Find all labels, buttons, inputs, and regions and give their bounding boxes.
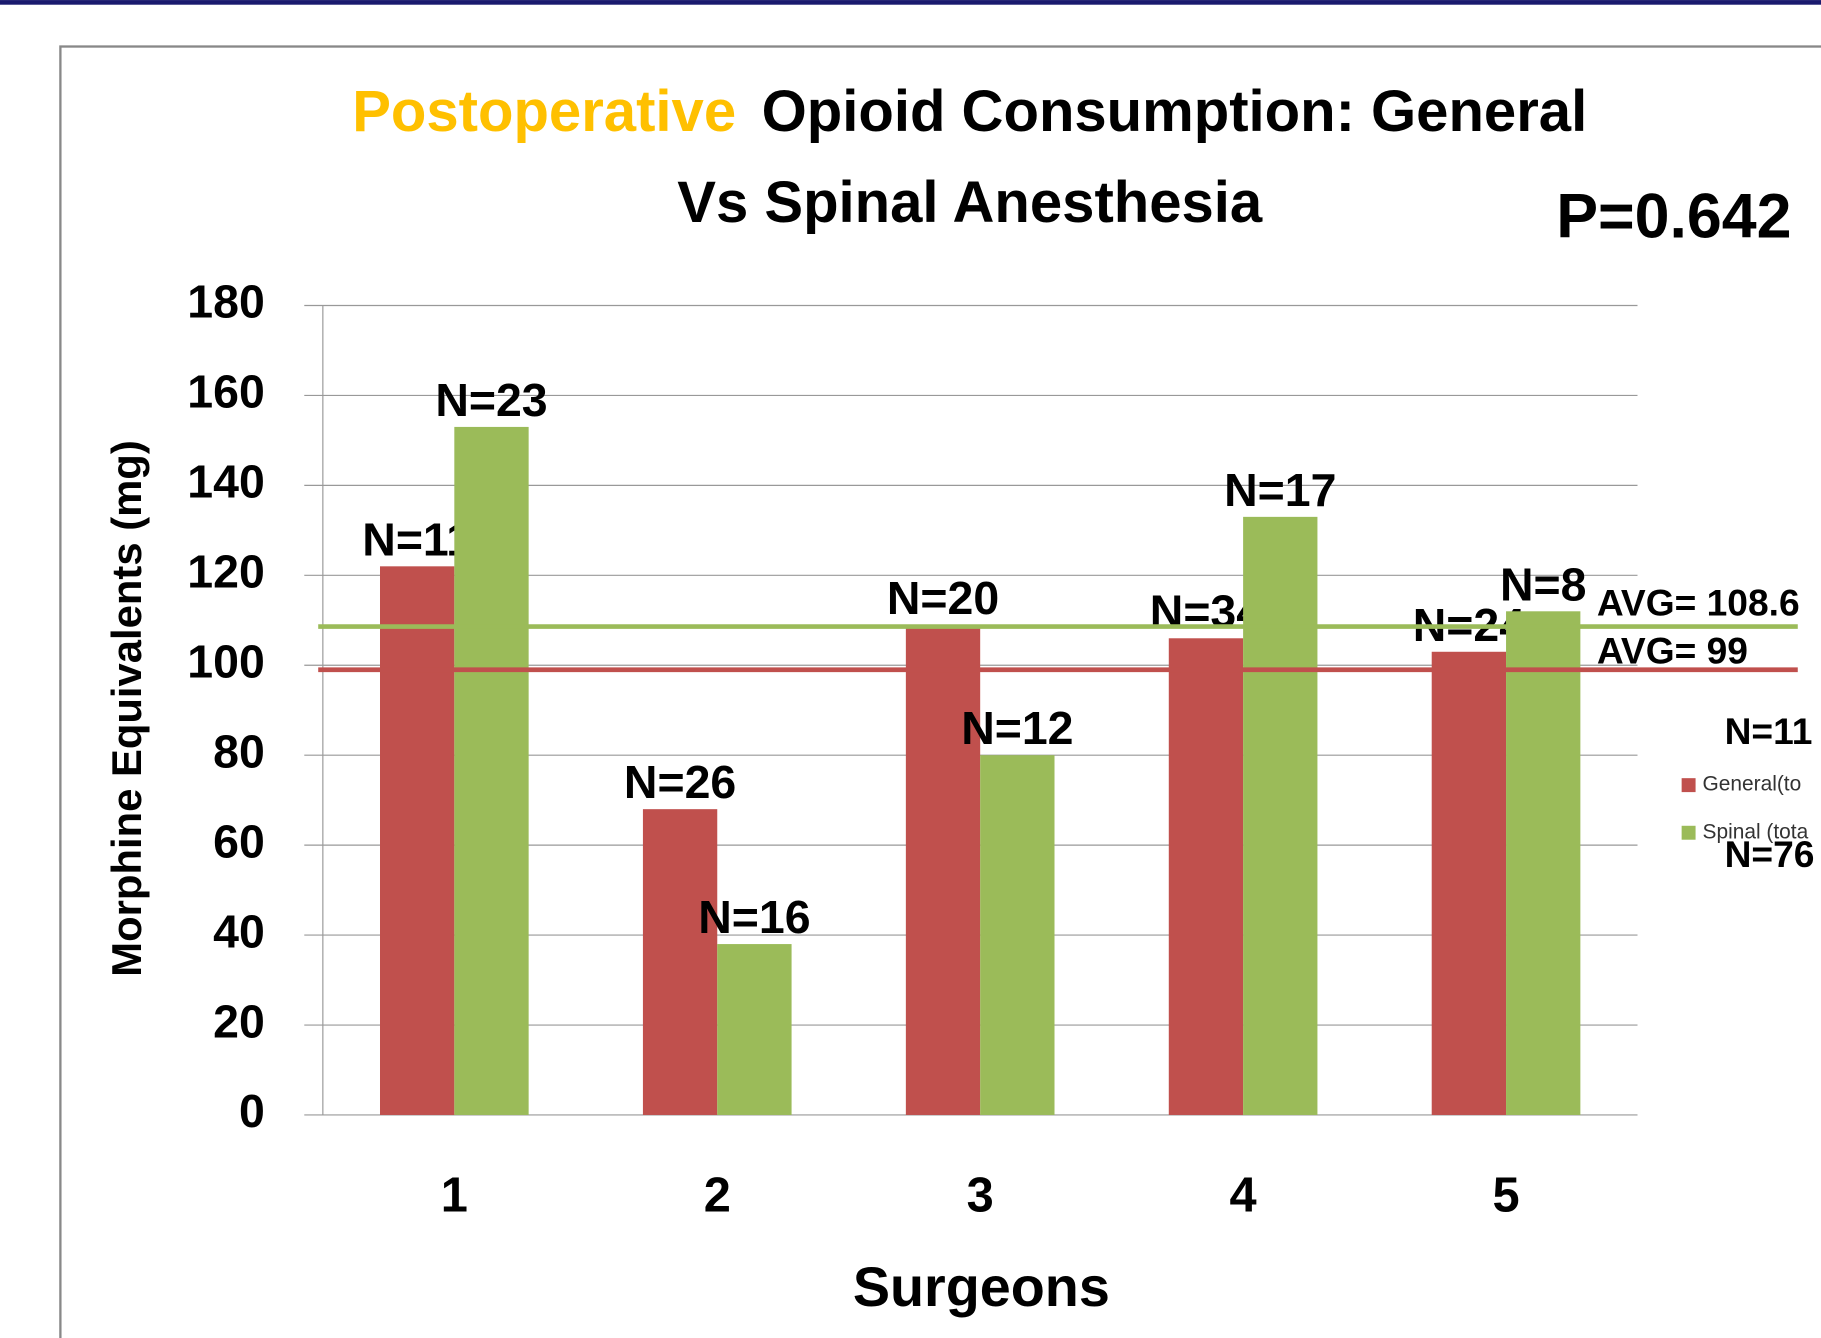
bar <box>1431 651 1507 1115</box>
total-n-label: N=76 <box>1725 833 1815 875</box>
bar <box>1168 638 1244 1115</box>
legend-swatch <box>1681 778 1696 793</box>
n-label: N=20 <box>887 572 999 624</box>
y-tick-label: 20 <box>213 995 265 1047</box>
bar <box>642 809 718 1115</box>
title-highlight: Postoperative <box>352 80 736 145</box>
average-label: AVG= 108.6 <box>1597 581 1800 623</box>
y-tick-label: 60 <box>213 815 265 867</box>
average-label: AVG= 99 <box>1597 629 1748 671</box>
y-tick-label: 40 <box>213 905 265 957</box>
x-tick-label: 5 <box>1492 1168 1519 1222</box>
p-value: P=0.642 <box>1556 181 1791 251</box>
chart-frame <box>59 45 1821 1338</box>
legend-swatch <box>1681 825 1696 840</box>
y-tick-label: 100 <box>187 636 264 688</box>
x-tick-label: 4 <box>1230 1168 1257 1222</box>
y-tick-label: 160 <box>187 366 264 418</box>
top-border <box>0 0 1821 5</box>
n-label: N=17 <box>1224 464 1336 516</box>
y-axis-label: Morphine Equivalents (mg) <box>103 440 150 976</box>
y-tick-label: 140 <box>187 456 264 508</box>
bar <box>1506 611 1581 1115</box>
y-tick-label: 120 <box>187 546 264 598</box>
total-n-label: N=11 <box>1725 710 1813 752</box>
n-label: N=12 <box>961 702 1073 754</box>
x-tick-label: 2 <box>704 1168 731 1222</box>
chart-title: Postoperative Opioid Consumption: General <box>352 80 1587 145</box>
x-axis-label: Surgeons <box>853 1256 1110 1318</box>
n-label: N=11 <box>362 513 472 565</box>
n-label: N=16 <box>698 891 810 943</box>
y-tick-label: 0 <box>239 1085 265 1137</box>
bar <box>1243 516 1318 1115</box>
x-tick-label: 1 <box>441 1168 468 1222</box>
bar <box>905 624 981 1115</box>
y-tick-label: 80 <box>213 725 265 777</box>
bar <box>980 755 1055 1115</box>
bar <box>379 566 455 1115</box>
bar <box>454 426 529 1115</box>
chart-title-line2: Vs Spinal Anesthesia <box>677 170 1263 235</box>
legend-label: Spinal (tota <box>1703 820 1809 843</box>
n-label: N=8 <box>1500 558 1586 610</box>
bar <box>717 944 792 1115</box>
n-label: N=23 <box>435 374 547 426</box>
n-label: N=26 <box>624 756 736 808</box>
y-tick-label: 180 <box>187 276 264 328</box>
legend-label: General(to <box>1703 773 1802 796</box>
x-tick-label: 3 <box>967 1168 994 1222</box>
title-rest: Opioid Consumption: General <box>762 80 1588 145</box>
